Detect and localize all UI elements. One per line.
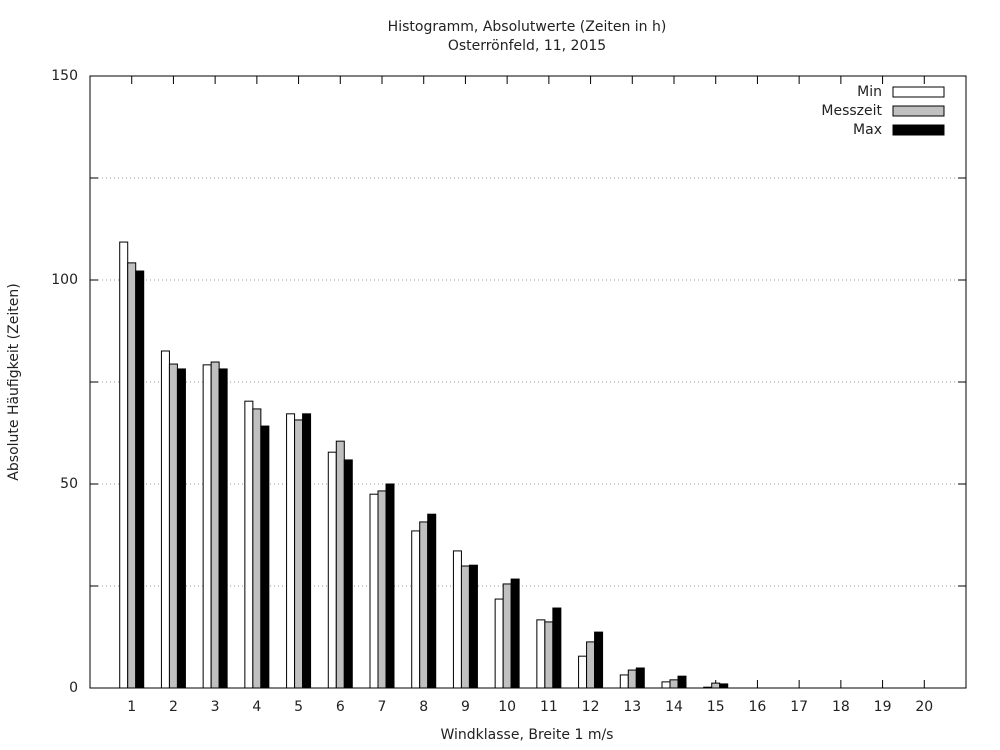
legend-swatch [892,124,945,136]
bar [719,683,729,689]
x-tick-label: 6 [336,699,345,715]
bar [419,521,429,689]
bar [586,641,596,689]
x-tick-label: 16 [749,699,767,715]
x-tick-label: 14 [665,699,683,715]
bar [502,583,512,689]
bar [661,681,671,689]
y-axis-label: Absolute Häufigkeit (Zeiten) [6,283,22,480]
bar [711,682,721,689]
bar [536,619,546,689]
y-tick-label: 0 [69,680,78,696]
bar [244,400,254,689]
bar [294,419,304,689]
legend-label: Max [853,122,882,138]
x-tick-label: 5 [294,699,303,715]
bar [627,669,637,689]
bar [635,667,645,689]
bar [460,565,470,689]
bar [377,490,387,689]
bar [210,361,220,689]
bar [578,655,588,689]
x-tick-label: 18 [832,699,850,715]
x-tick-label: 20 [915,699,933,715]
bar [385,483,395,689]
chart-subtitle: Osterrönfeld, 11, 2015 [448,38,606,54]
x-tick-label: 1 [127,699,136,715]
chart-title: Histogramm, Absolutwerte (Zeiten in h) [388,19,667,35]
bar [119,241,129,689]
x-tick-label: 7 [378,699,387,715]
y-tick-label: 100 [51,272,78,288]
bar [127,262,137,689]
x-tick-label: 19 [874,699,892,715]
x-tick-label: 4 [252,699,261,715]
bar [669,679,679,689]
bar [552,607,562,689]
bar [327,451,337,689]
y-tick-label: 50 [60,476,78,492]
bar [369,493,379,689]
x-tick-label: 9 [461,699,470,715]
bar [427,513,437,689]
bar [135,270,145,689]
x-tick-label: 17 [790,699,808,715]
bar [218,368,228,689]
x-tick-label: 15 [707,699,725,715]
bar [168,363,178,689]
bar [677,675,687,689]
bar [411,530,421,689]
bar [544,621,554,689]
legend-swatch [892,105,945,117]
bar [286,413,296,689]
y-tick-label: 150 [51,68,78,84]
bar [160,350,170,689]
bar [335,440,345,689]
bar [252,408,262,689]
bar [452,550,462,689]
bar [594,631,604,689]
bar [343,459,353,689]
bar [260,425,270,689]
legend-swatch [892,86,945,98]
plot-frame [89,75,967,689]
x-tick-label: 10 [498,699,516,715]
x-tick-label: 11 [540,699,558,715]
bar [494,598,504,689]
x-tick-label: 13 [623,699,641,715]
x-tick-label: 3 [211,699,220,715]
x-axis-label: Windklasse, Breite 1 m/s [441,727,614,743]
bar [510,578,520,689]
legend-label: Messzeit [821,103,882,119]
bar [619,674,629,689]
x-tick-label: 2 [169,699,178,715]
x-tick-label: 8 [419,699,428,715]
bar [202,364,212,689]
bar [302,413,312,689]
x-tick-label: 12 [582,699,600,715]
legend-label: Min [857,84,882,100]
bar [468,564,478,689]
bar [176,368,186,689]
